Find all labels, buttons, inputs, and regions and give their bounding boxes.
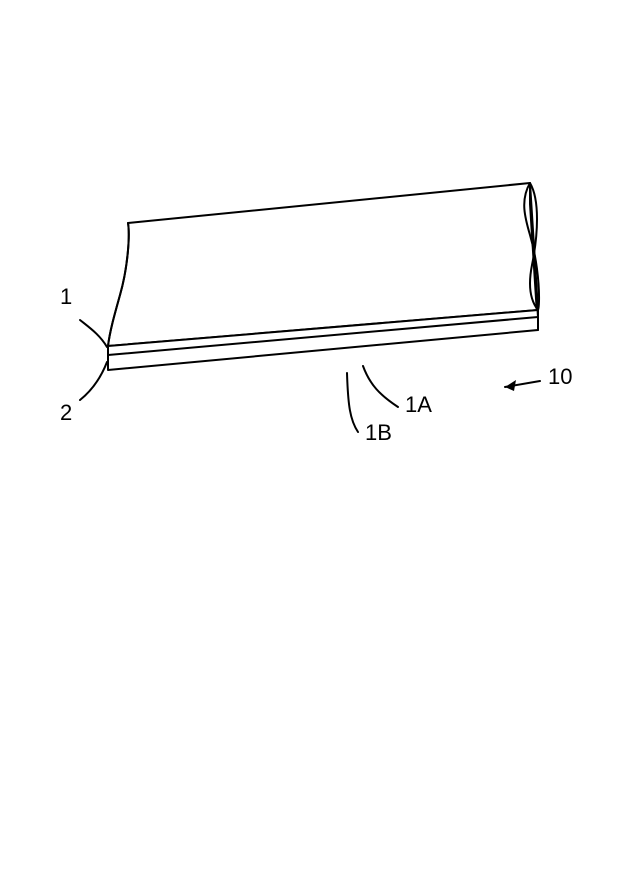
leader-10-arrowhead: [505, 380, 516, 391]
label-2: 2: [60, 400, 72, 425]
leader-2: [80, 362, 107, 400]
label-1: 1: [60, 284, 72, 309]
leader-1: [80, 320, 107, 347]
leader-1B: [347, 373, 358, 432]
layered-sheet-diagram: 1 2 1A 1B 10: [0, 0, 640, 874]
label-1B: 1B: [365, 420, 392, 445]
label-1A: 1A: [405, 392, 432, 417]
leader-1A: [363, 366, 398, 407]
label-10: 10: [548, 364, 572, 389]
